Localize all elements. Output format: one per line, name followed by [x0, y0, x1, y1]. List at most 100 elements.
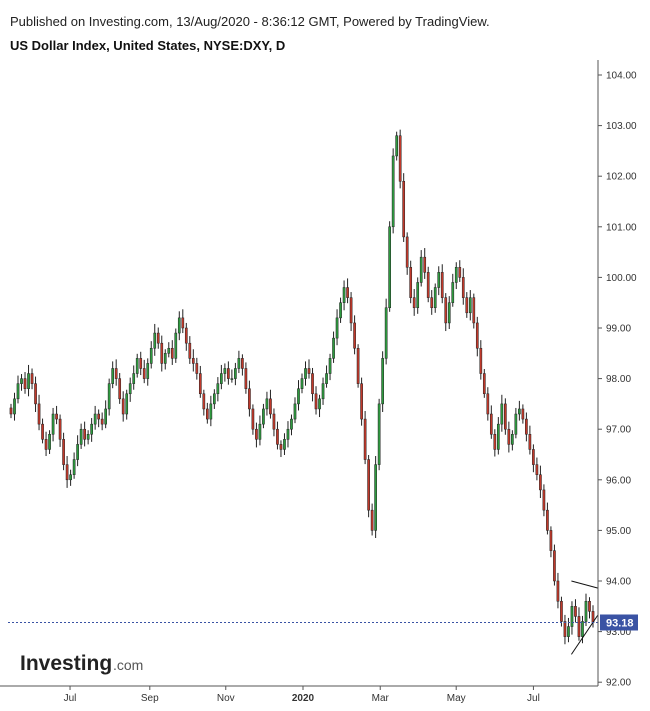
candle-body	[339, 302, 342, 319]
candle-body	[300, 378, 304, 389]
candles-layer	[9, 129, 595, 645]
candle-body	[381, 358, 384, 405]
candle-body	[272, 413, 276, 430]
candle-body	[482, 373, 486, 395]
y-tick-label: 98.00	[606, 374, 631, 385]
x-tick-label: May	[447, 693, 466, 704]
candle-body	[62, 439, 65, 465]
x-tick-label: Jul	[527, 693, 540, 704]
candle-body	[188, 342, 192, 359]
candle-body	[244, 368, 248, 389]
candle-body	[146, 363, 150, 379]
y-tick-label: 93.00	[606, 627, 631, 638]
candle-body	[279, 444, 283, 450]
candle-body	[293, 403, 297, 420]
last-price-badge: 93.18	[600, 614, 638, 631]
candle-body	[472, 297, 476, 324]
candle-body	[160, 342, 164, 364]
candle-body	[560, 600, 563, 622]
candle-body	[584, 600, 588, 622]
x-tick-label: Jul	[64, 693, 77, 704]
candle-body	[156, 332, 160, 344]
candle-body	[479, 347, 483, 374]
candle-body	[206, 408, 209, 420]
candle-body	[41, 423, 44, 440]
candle-body	[419, 256, 423, 283]
upper-triangle-line	[571, 580, 599, 589]
candle-body	[412, 297, 416, 309]
candle-body	[511, 434, 514, 445]
candle-body	[286, 428, 290, 440]
x-tick-label: Sep	[141, 693, 159, 704]
candle-body	[104, 408, 107, 425]
y-tick-label: 95.00	[606, 526, 631, 537]
candle-body	[202, 393, 206, 410]
candle-body	[93, 413, 97, 425]
candle-body	[195, 363, 199, 374]
candle-body	[391, 155, 395, 228]
candle-body	[567, 626, 570, 637]
candle-body	[500, 403, 504, 425]
candle-body	[220, 373, 223, 384]
candle-body	[216, 383, 220, 395]
candle-body	[258, 423, 262, 440]
x-tick-label: Nov	[217, 693, 235, 704]
candle-body	[248, 388, 251, 410]
candle-body	[269, 398, 272, 415]
candle-body	[525, 418, 528, 435]
candle-body	[30, 373, 34, 384]
candle-body	[574, 606, 577, 617]
candle-body	[493, 434, 497, 450]
candle-body	[111, 368, 115, 384]
candle-body	[489, 413, 493, 435]
candle-body	[170, 347, 174, 359]
candle-body	[346, 287, 349, 298]
candle-body	[139, 358, 143, 369]
candle-body	[451, 282, 455, 303]
candle-body	[65, 464, 69, 481]
candle-body	[430, 297, 434, 309]
candle-body	[90, 423, 93, 435]
candle-body	[486, 393, 490, 415]
y-tick-label: 104.00	[606, 71, 637, 82]
y-axis-ticks: 104.00 103.00 102.00 101.00 100.00 99.00 98.00…	[598, 71, 637, 689]
candle-body	[100, 418, 104, 425]
candle-body	[16, 383, 20, 400]
lower-triangle-line	[570, 614, 599, 655]
candle-body	[539, 474, 542, 491]
candle-body	[461, 277, 465, 298]
y-tick-label: 101.00	[606, 222, 637, 233]
candle-body	[335, 317, 339, 339]
candle-body	[570, 606, 574, 627]
y-tick-label: 94.00	[606, 577, 631, 588]
candle-body	[475, 322, 479, 349]
candle-body	[149, 347, 153, 364]
candle-body	[504, 403, 507, 430]
candle-body	[23, 378, 27, 389]
published-line: Published on Investing.com, 13/Aug/2020 …	[10, 14, 490, 29]
candle-body	[128, 383, 132, 395]
candle-body	[497, 423, 500, 450]
y-tick-label: 99.00	[606, 324, 631, 335]
candle-body	[388, 226, 391, 309]
candle-body	[433, 287, 437, 309]
candle-body	[297, 388, 300, 405]
candle-body	[20, 378, 23, 384]
candle-body	[563, 621, 567, 637]
candle-body	[318, 398, 321, 410]
candle-body	[107, 383, 111, 410]
candle-body	[514, 413, 518, 435]
candle-body	[241, 358, 244, 369]
candle-body	[163, 353, 167, 364]
candle-body	[55, 413, 58, 420]
candle-body	[363, 418, 367, 460]
candle-body	[542, 489, 546, 511]
logo-brand-text: Investing	[20, 652, 112, 675]
candle-body	[251, 408, 255, 430]
candle-body	[384, 307, 388, 359]
candle-body	[48, 434, 51, 450]
candle-body	[518, 408, 521, 415]
candle-body	[177, 317, 181, 334]
candle-body	[198, 373, 202, 395]
